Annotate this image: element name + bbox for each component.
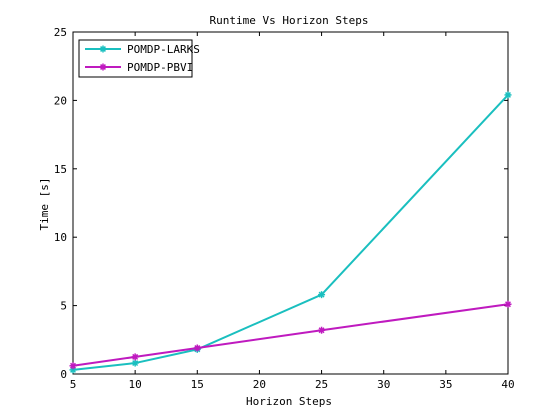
data-point	[69, 362, 77, 370]
x-tick-label: 30	[377, 378, 390, 391]
x-tick-label: 20	[253, 378, 266, 391]
y-tick-label: 25	[54, 26, 67, 39]
x-tick-label: 35	[439, 378, 452, 391]
data-point	[318, 326, 326, 334]
x-tick-label: 10	[129, 378, 142, 391]
legend-box	[78, 39, 193, 78]
y-axis-label: Time [s]	[38, 178, 51, 231]
data-point	[318, 291, 326, 299]
legend: POMDP-LARKS POMDP-PBVI	[78, 39, 200, 78]
chart-title: Runtime Vs Horizon Steps	[210, 14, 369, 27]
y-tick-label: 5	[60, 300, 67, 313]
x-tick-label: 15	[191, 378, 204, 391]
legend-label: POMDP-LARKS	[127, 43, 200, 56]
series-layer	[69, 91, 512, 374]
x-axis-ticks: 5 10 15 20 25 30 35 40	[70, 32, 515, 391]
x-axis-label: Horizon Steps	[246, 395, 332, 408]
data-point	[131, 359, 139, 367]
legend-marker	[99, 63, 107, 71]
x-tick-label: 40	[501, 378, 514, 391]
data-point	[193, 344, 201, 352]
x-tick-label: 25	[315, 378, 328, 391]
y-axis-ticks: 0 5 10 15 20 25	[54, 26, 508, 381]
plot-area	[72, 31, 509, 375]
legend-marker	[99, 45, 107, 53]
y-tick-label: 20	[54, 94, 67, 107]
legend-label: POMDP-PBVI	[127, 61, 193, 74]
data-point	[504, 300, 512, 308]
y-tick-label: 10	[54, 231, 67, 244]
y-tick-label: 0	[60, 368, 67, 381]
data-point	[131, 353, 139, 361]
y-tick-label: 15	[54, 163, 67, 176]
data-point	[504, 91, 512, 99]
x-tick-label: 5	[70, 378, 77, 391]
